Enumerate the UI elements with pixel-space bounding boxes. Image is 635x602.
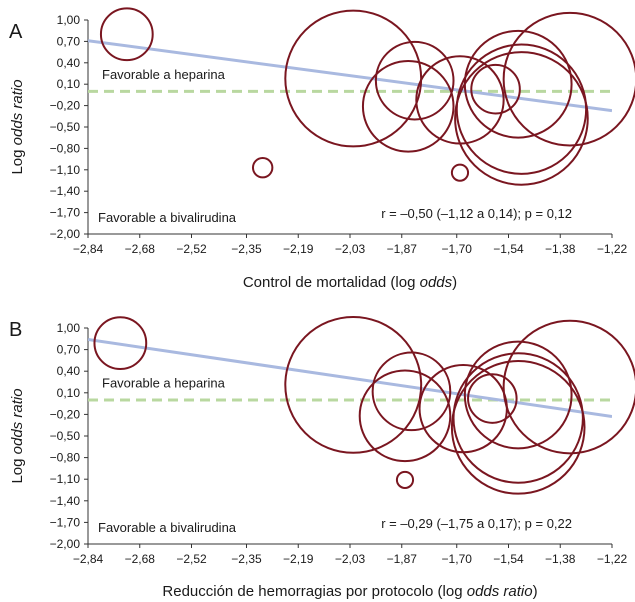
annotation-favorable-bivalirudina: Favorable a bivalirudina [98, 520, 237, 535]
data-point [99, 7, 154, 62]
data-point [450, 360, 586, 495]
data-point [470, 63, 521, 115]
y-tick-label: 0,40 [57, 56, 81, 70]
data-point [371, 351, 452, 432]
stats-annotation: r = –0,50 (–1,12 a 0,14); p = 0,12 [381, 206, 572, 221]
x-tick-label: −1,54 [493, 552, 524, 566]
annotation-favorable-heparina: Favorable a heparina [102, 376, 226, 391]
y-axis-label: Log odds ratio [9, 79, 26, 174]
y-tick-label: −0,80 [50, 451, 81, 465]
y-tick-label: 1,00 [57, 321, 81, 335]
data-point [284, 9, 423, 148]
x-tick-label: −2,52 [176, 552, 207, 566]
x-tick-label: −2,35 [231, 242, 262, 256]
x-tick-label: −1,22 [597, 552, 628, 566]
x-tick-label: −1,70 [442, 552, 473, 566]
x-axis-label-part: Control de mortalidad (log [243, 274, 420, 291]
annotation-favorable-bivalirudina: Favorable a bivalirudina [98, 210, 237, 225]
x-axis-label-part: odds [420, 274, 453, 291]
y-axis-label: Log odds ratio [9, 388, 26, 483]
y-axis-label-part: Log [9, 454, 26, 483]
x-tick-label: −1,54 [493, 242, 524, 256]
data-point [502, 319, 635, 455]
panel-b: B 1,00 0,70 0,40 0,10 −0,20 −0,50 −0,80 −1,10 −1,… [9, 315, 635, 600]
stats-annotation: r = –0,29 (–1,75 a 0,17); p = 0,22 [381, 516, 572, 531]
x-axis-label-part: ) [452, 274, 457, 291]
x-tick-label: −2,03 [335, 242, 366, 256]
data-point [251, 156, 274, 179]
x-tick-label: −2,19 [283, 242, 314, 256]
data-point [467, 373, 518, 424]
y-tick-label: −1,40 [50, 494, 81, 508]
x-tick-label: −1,22 [597, 242, 628, 256]
x-axis-label: Reducción de hemorragias por protocolo (… [162, 583, 537, 600]
x-tick-label: −2,68 [125, 552, 156, 566]
y-tick-label: −0,50 [50, 429, 81, 443]
regression-line [88, 338, 612, 419]
y-tick-label: −1,70 [50, 206, 81, 220]
regression-line [88, 39, 612, 113]
x-tick-label: −2,35 [231, 552, 262, 566]
y-tick-label: −0,80 [50, 141, 81, 155]
y-tick-label: 1,00 [57, 13, 81, 27]
data-point [463, 340, 573, 450]
y-tick-label: −2,00 [50, 227, 81, 241]
y-tick-label: −1,70 [50, 515, 81, 529]
y-axis-label-part: odds ratio [9, 388, 26, 454]
x-tick-label: −1,87 [387, 242, 418, 256]
x-tick-label: −2,68 [125, 242, 156, 256]
x-tick-label: −2,19 [283, 552, 314, 566]
x-tick-label: −2,52 [176, 242, 207, 256]
y-tick-label: −0,20 [50, 99, 81, 113]
x-tick-label: −2,84 [73, 242, 104, 256]
y-axis-label-part: Log [9, 145, 26, 174]
data-point [418, 363, 508, 454]
y-tick-label: −2,00 [50, 537, 81, 551]
y-tick-label: 0,70 [57, 34, 81, 48]
x-tick-label: −1,38 [545, 242, 576, 256]
y-axis-label-part: odds ratio [9, 79, 26, 145]
x-axis-label-part: ) [533, 583, 538, 600]
y-tick-label: 0,10 [57, 77, 81, 91]
annotation-favorable-heparina: Favorable a heparina [102, 67, 226, 82]
data-point [374, 40, 455, 121]
y-tick-label: 0,40 [57, 364, 81, 378]
data-point [93, 316, 148, 370]
data-point [502, 11, 635, 147]
y-tick-label: −1,40 [50, 184, 81, 198]
y-tick-label: −1,10 [50, 163, 81, 177]
x-tick-label: −1,87 [387, 552, 418, 566]
data-point [455, 43, 588, 175]
panel-letter: B [9, 319, 22, 341]
data-point [284, 315, 423, 454]
panel-a: A 1,00 0,70 0,40 0,10 −0,20 −0,50 −0,80 −1,10 −1,… [9, 7, 635, 291]
x-axis-label-part: Reducción de hemorragias por protocolo (… [162, 583, 466, 600]
data-point [361, 60, 455, 153]
data-point [395, 470, 415, 490]
y-tick-label: 0,10 [57, 386, 81, 400]
y-tick-label: 0,70 [57, 343, 81, 357]
x-tick-label: −1,38 [545, 552, 576, 566]
panel-letter: A [9, 21, 23, 43]
data-point [358, 369, 452, 463]
y-tick-label: −0,20 [50, 407, 81, 421]
x-tick-label: −1,70 [442, 242, 473, 256]
x-axis-label: Control de mortalidad (log odds) [243, 274, 457, 291]
x-tick-label: −2,84 [73, 552, 104, 566]
y-tick-label: −1,10 [50, 472, 81, 486]
data-point [454, 51, 589, 186]
data-point [452, 352, 584, 484]
x-tick-label: −2,03 [335, 552, 366, 566]
data-point [450, 163, 470, 182]
x-axis-label-part: odds ratio [467, 583, 533, 600]
y-tick-label: −0,50 [50, 120, 81, 134]
